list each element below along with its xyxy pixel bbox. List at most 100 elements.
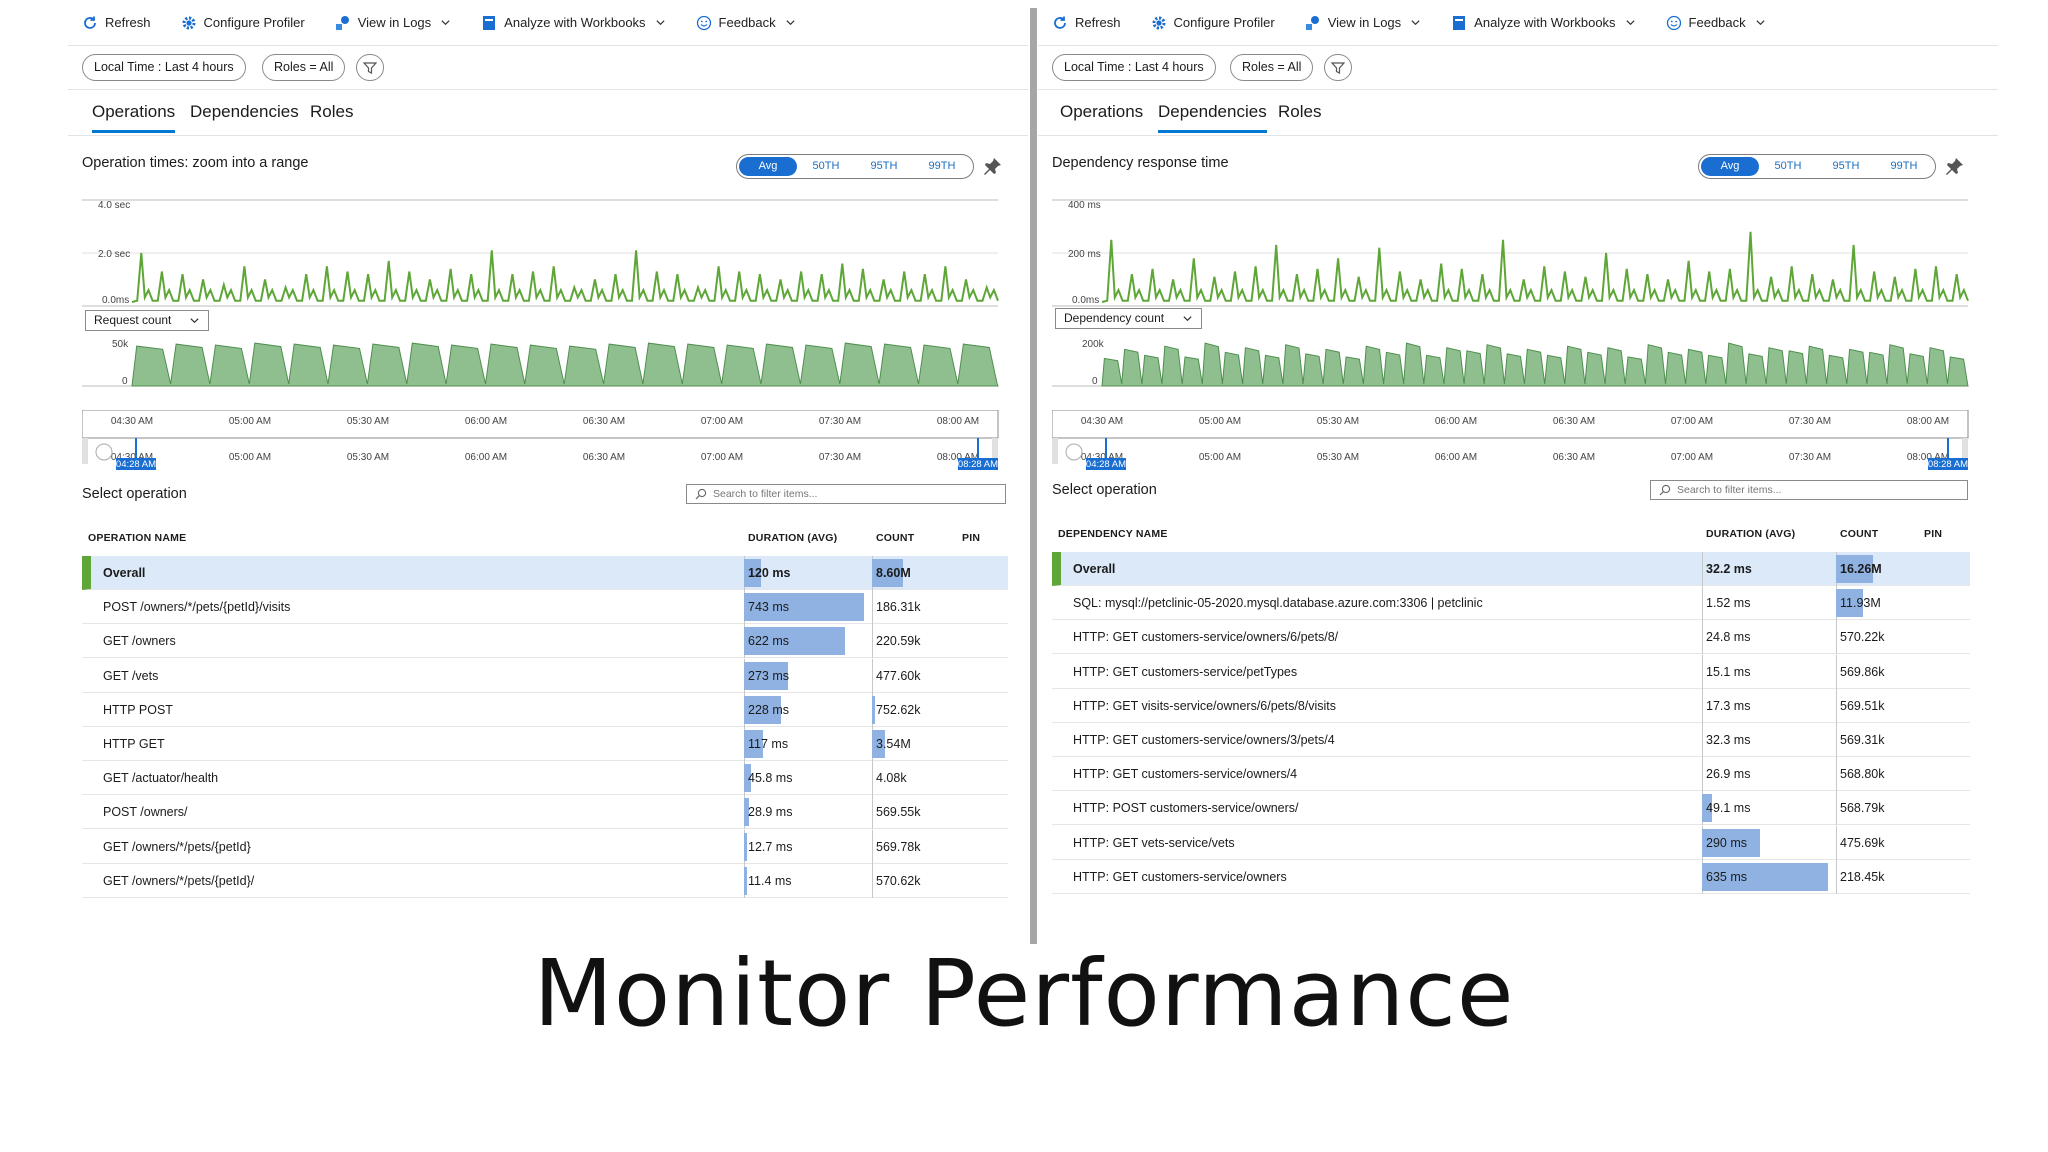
duration-value: 120 ms [748,566,791,580]
table-row[interactable]: POST /owners/*/pets/{petId}/visits 743 ms… [82,590,1008,625]
tab-operations[interactable]: Operations [1060,102,1144,121]
column-header-pin[interactable]: PIN [1924,528,1943,540]
x-tick-label: 06:00 AM [1435,416,1477,427]
segment-50th[interactable]: 50TH [812,160,840,172]
analyze-workbooks-button[interactable]: Analyze with Workbooks [481,15,665,31]
refresh-button[interactable]: Refresh [1052,15,1121,31]
request-count-dropdown[interactable]: Request count [85,310,210,331]
tab-roles[interactable]: Roles [310,102,354,121]
column-header-pin[interactable]: PIN [962,532,981,544]
table-row[interactable]: POST /owners/28.9 ms 569.55k [82,795,1008,830]
table-row[interactable]: GET /owners 622 ms 220.59k [82,624,1008,659]
table-row[interactable]: GET /owners/*/pets/{petId} 12.7 ms 569.78k [82,829,1008,864]
tab-dependencies[interactable]: Dependencies [190,102,299,121]
search-input[interactable] [1677,484,1939,496]
table-row[interactable]: HTTP: GET visits-service/owners/6/pets/8… [1052,688,1970,723]
table-row[interactable]: HTTP: GET customers-service/owners 635 ms… [1052,859,1970,894]
configure-profiler-button[interactable]: Configure Profiler [181,15,305,31]
y-tick-label: 4.0 sec [98,200,130,211]
tab-roles[interactable]: Roles [1278,102,1322,121]
segment-99th[interactable]: 99TH [1890,160,1918,172]
operation-name: HTTP: GET vets-service/vets [1073,835,1235,850]
view-in-logs-button[interactable]: View in Logs [1305,15,1421,31]
segment-avg[interactable]: Avg [1701,157,1759,176]
time-range-scrubber[interactable]: 04:30 AM 04:30 AM 05:00 AM 05:00 AM 05:30 AM… [82,410,1012,470]
table-row[interactable]: GET /vets 273 ms 477.60k [82,658,1008,693]
tab-dependencies[interactable]: Dependencies [1158,102,1267,133]
column-header-count[interactable]: COUNT [1840,528,1879,540]
analyze-workbooks-button[interactable]: Analyze with Workbooks [1451,15,1635,31]
segment-avg[interactable]: Avg [739,157,797,176]
add-filter-button[interactable] [1324,54,1352,81]
column-separator [1702,552,1703,586]
view-in-logs-button[interactable]: View in Logs [335,15,451,31]
table-row[interactable]: HTTP POST 228 ms 752.62k [82,692,1008,727]
search-box[interactable] [686,484,1006,504]
add-filter-button[interactable] [356,54,384,81]
feedback-button[interactable]: Feedback [696,15,796,31]
sub-y-tick-label: 200k [1082,339,1105,350]
column-header-duration[interactable]: DURATION (AVG) [1706,528,1796,540]
duration-value: 45.8 ms [748,771,793,786]
table-row[interactable]: HTTP: GET customers-service/owners/3/pet… [1052,723,1970,757]
table-row[interactable]: HTTP GET 117 ms 3.54M [82,727,1008,761]
table-row[interactable]: HTTP: GET customers-service/petTypes 15.1… [1052,654,1970,689]
x-tick-label: 08:00 AM [1907,452,1949,463]
search-box[interactable] [1650,480,1968,500]
tab-operations[interactable]: Operations [92,102,176,133]
pin-chart-button[interactable] [1946,157,1964,175]
x-tick-label: 07:30 AM [1789,452,1831,463]
column-separator [872,590,873,625]
duration-value: 12.7 ms [748,839,793,854]
column-header-name[interactable]: DEPENDENCY NAME [1058,528,1168,540]
feedback-button[interactable]: Feedback [1666,15,1766,31]
roles-pill[interactable]: Roles = All [262,54,346,81]
refresh-button[interactable]: Refresh [82,15,151,31]
count-value: 220.59k [876,634,921,649]
duration-value: 622 ms [748,634,789,649]
search-input[interactable] [713,488,977,500]
overall-row[interactable]: Overall 32.2 ms 16.26M [1052,552,1970,586]
time-range-pill[interactable]: Local Time : Last 4 hours [1052,54,1216,81]
column-header-name[interactable]: OPERATION NAME [88,532,187,544]
range-start-badge [1086,458,1126,470]
table-row[interactable]: GET /actuator/health 45.8 ms 4.08k [82,761,1008,796]
segment-95th[interactable]: 95TH [870,160,898,172]
column-separator [1702,654,1703,689]
overall-row[interactable]: Overall 120 ms 8.60M [82,556,1008,590]
duration-value: 11.4 ms [748,873,792,888]
duration-bar [744,661,789,690]
table-row[interactable]: HTTP: GET customers-service/owners/4 26.9… [1052,757,1970,792]
time-range-scrubber[interactable]: 04:30 AM 04:30 AM 05:00 AM 05:00 AM 05:30 AM… [1052,410,1982,470]
operation-times-chart[interactable]: 4.0 sec 2.0 sec 0.0ms 50k 0 [82,188,1012,398]
count-value: 752.62k [876,702,921,717]
table-row[interactable]: SQL: mysql://petclinic-05-2020.mysql.dat… [1052,586,1970,621]
duration-value: 26.9 ms [1706,767,1751,782]
time-range-pill[interactable]: Local Time : Last 4 hours [82,54,246,81]
dependency-count-dropdown[interactable]: Dependency count [1055,308,1203,329]
operation-name: GET /owners/*/pets/{petId}/ [103,873,255,888]
column-header-duration[interactable]: DURATION (AVG) [748,532,838,544]
dependency-response-chart[interactable]: 400 ms 200 ms 0.0ms 200k 0 [1052,188,1982,398]
duration-bar [744,559,761,587]
column-separator [1836,859,1837,894]
table-row[interactable]: HTTP: GET vets-service/vets 290 ms 475.69k [1052,825,1970,860]
count-value: 569.31k [1840,733,1885,747]
x-tick-label: 07:00 AM [701,416,743,427]
segment-95th[interactable]: 95TH [1832,160,1860,172]
table-row[interactable]: HTTP: POST customers-service/owners/49.1… [1052,791,1970,826]
filter-icon [363,61,377,74]
refresh-icon [84,16,96,29]
roles-pill[interactable]: Roles = All [1230,54,1314,81]
slide-title: Monitor Performance [533,940,1515,1047]
segment-50th[interactable]: 50TH [1774,160,1802,172]
column-header-count[interactable]: COUNT [876,532,915,544]
table-row[interactable]: GET /owners/*/pets/{petId}/ 11.4 ms 570.62… [82,863,1008,898]
x-tick-label: 06:00 AM [465,452,507,463]
column-separator [872,624,873,659]
table-row[interactable]: HTTP: GET customers-service/owners/6/pet… [1052,620,1970,655]
pin-chart-button[interactable] [984,157,1002,175]
configure-profiler-button[interactable]: Configure Profiler [1151,15,1275,31]
count-value: 569.55k [876,805,921,820]
segment-99th[interactable]: 99TH [928,160,956,172]
